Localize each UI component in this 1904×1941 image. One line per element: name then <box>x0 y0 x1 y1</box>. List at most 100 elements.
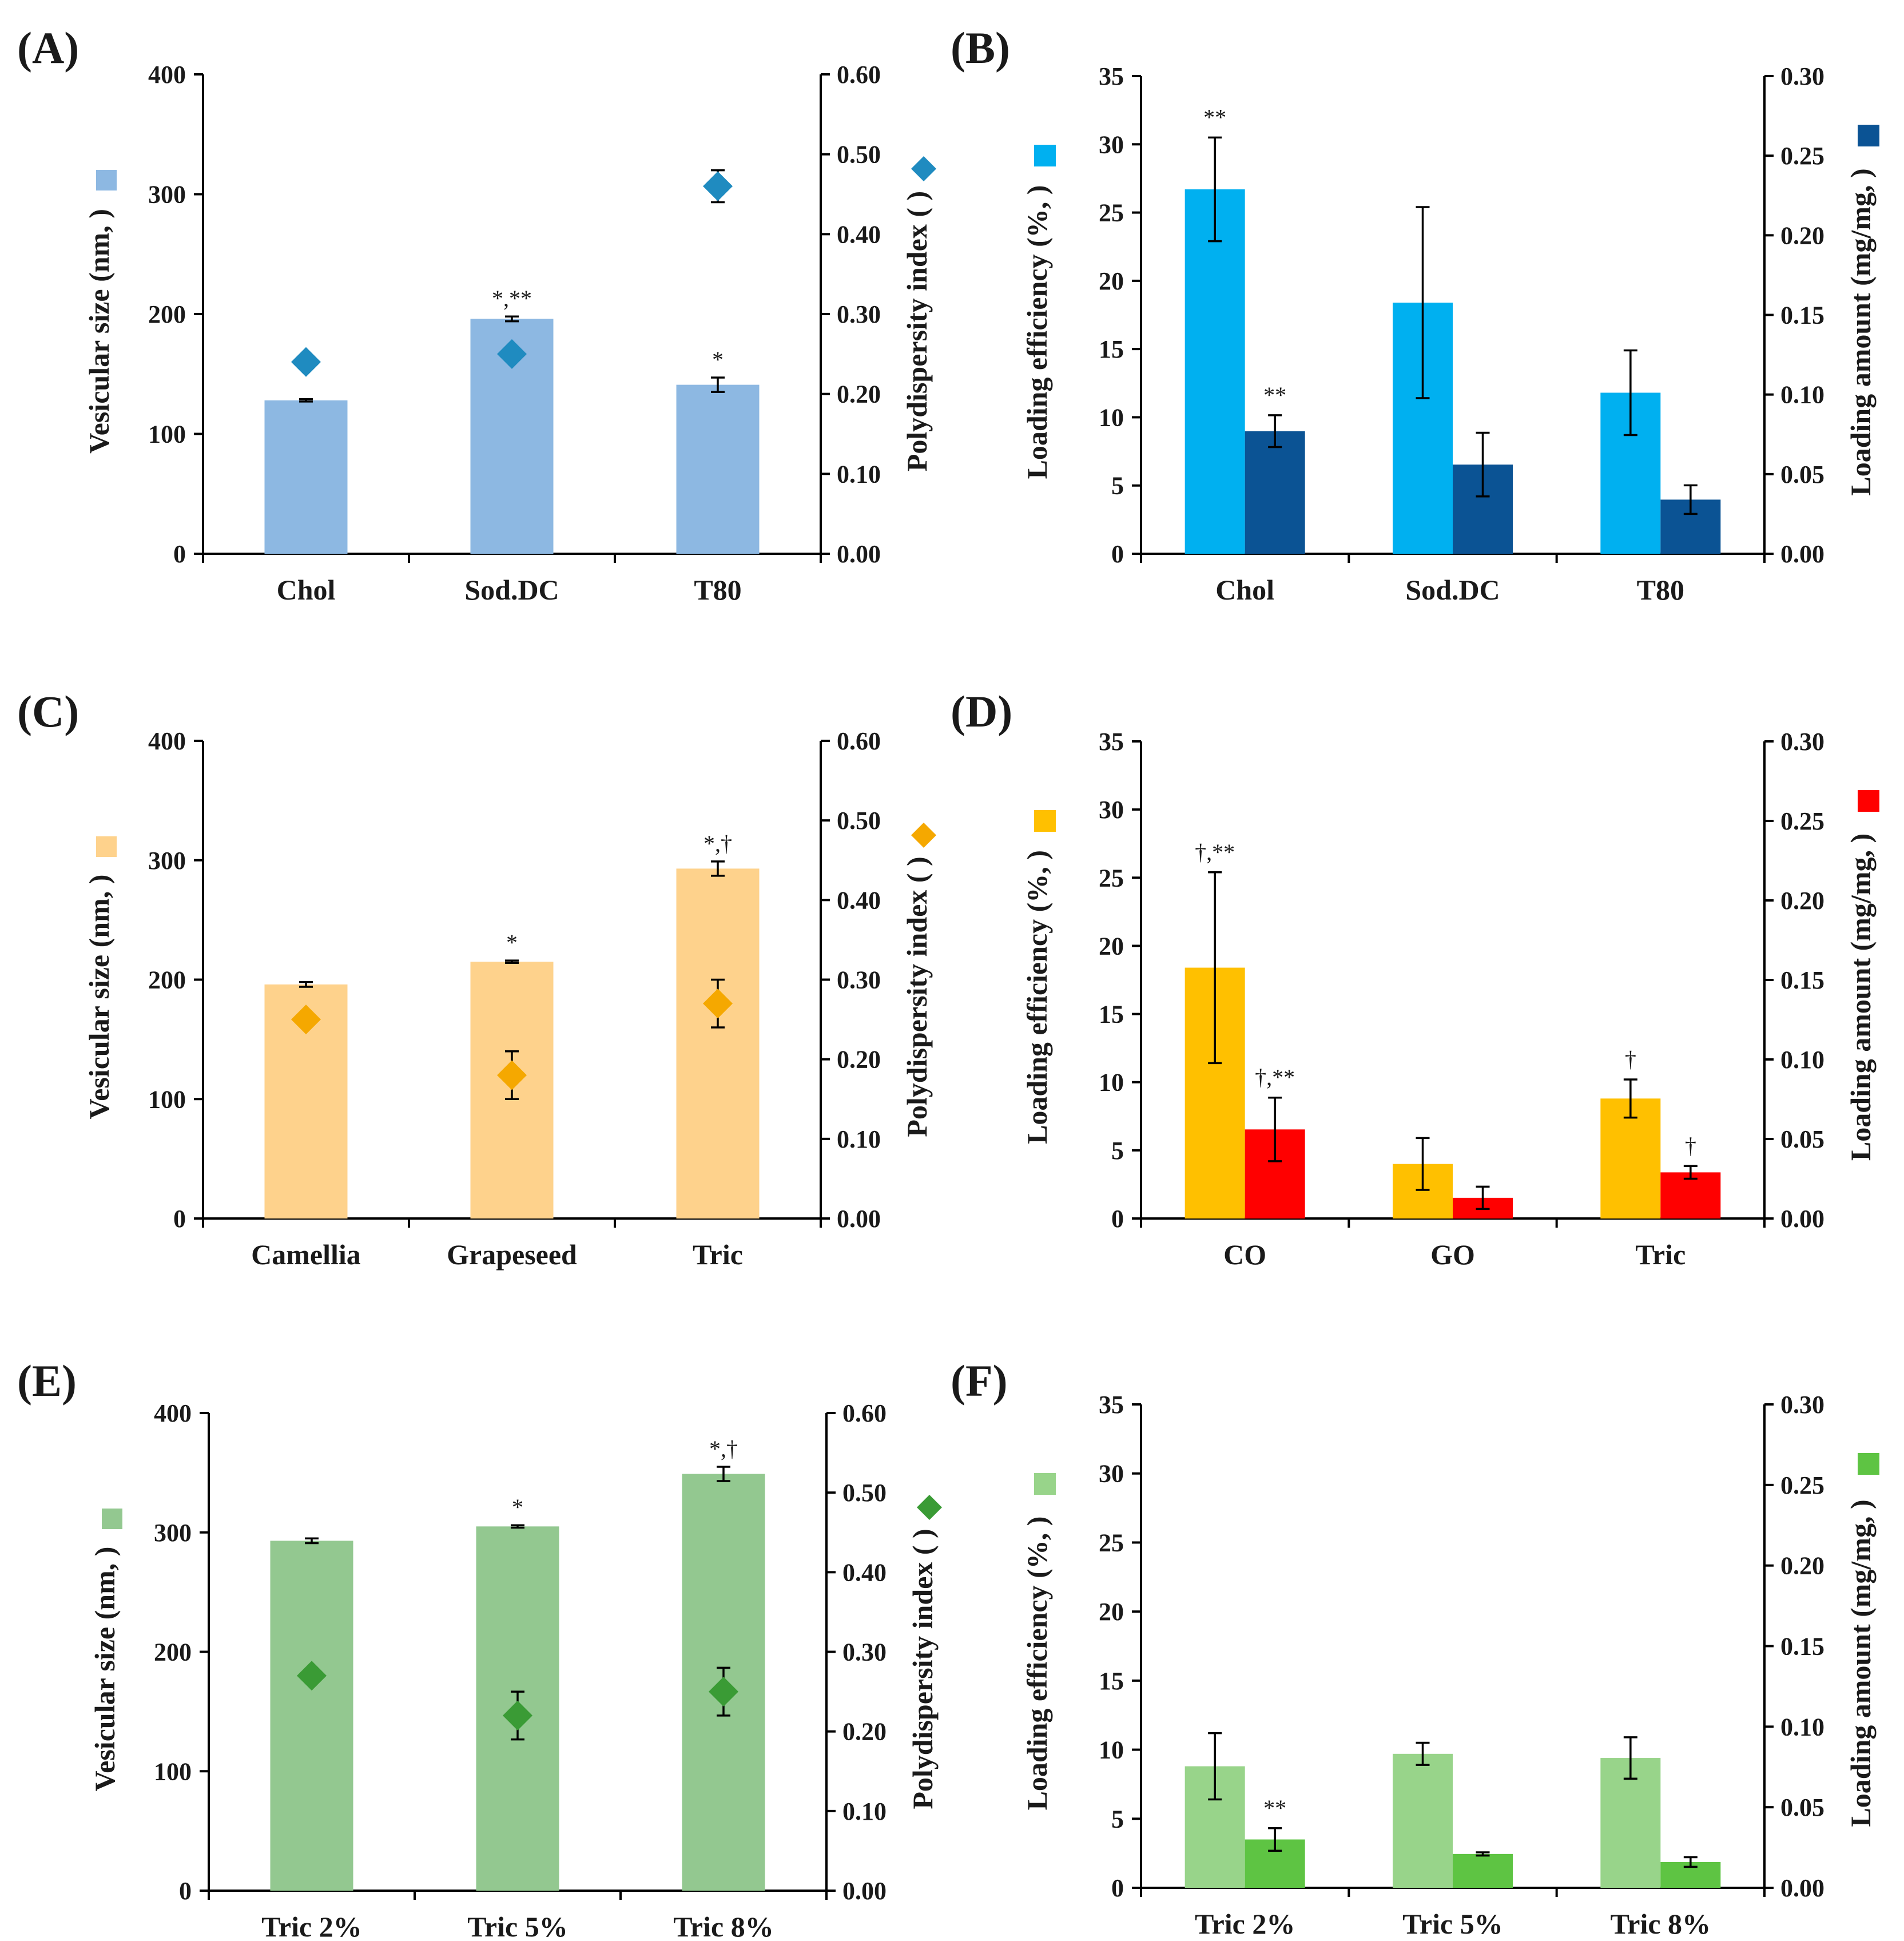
right-tick-label: 0.30 <box>1780 728 1824 756</box>
pdi-diamond <box>497 339 527 369</box>
legend-diamond-marker <box>911 823 936 848</box>
right-tick-label: 0.25 <box>1780 1471 1824 1499</box>
pdi-diamond <box>703 171 733 201</box>
left-axis-title: Loading efficiency (%, ) <box>1021 185 1053 479</box>
significance-label: * <box>712 347 724 372</box>
panel-a: (A) 0 100 200 300 400 0.00 0.10 0.20 0.30 0.40 0.50… <box>17 23 936 606</box>
right-tick-label: 0.10 <box>1780 381 1824 409</box>
left-tick-label: 0 <box>173 1205 186 1233</box>
panel-c: (C) 0 100 200 300 400 0.00 0.10 0.20 0.30 0.40 0.50… <box>17 686 936 1271</box>
left-tick-label: 10 <box>1099 403 1124 431</box>
pdi-diamond <box>503 1700 532 1730</box>
left-tick-label: 400 <box>154 1399 192 1427</box>
right-tick-label: 0.20 <box>1780 887 1824 915</box>
right-tick-label: 0.15 <box>1780 301 1824 330</box>
legend-square-marker <box>1858 1453 1879 1475</box>
right-tick-label: 0.50 <box>837 141 881 169</box>
left-tick-label: 10 <box>1099 1736 1124 1764</box>
significance-label: *,** <box>492 285 532 311</box>
left-tick-label: 300 <box>154 1519 192 1547</box>
significance-label: *,† <box>709 1436 738 1462</box>
right-axis-title: Polydispersity index ( ) <box>907 1529 939 1809</box>
amount-bar <box>1660 1172 1721 1218</box>
right-tick-label: 0.40 <box>837 220 881 248</box>
panel-label: (E) <box>17 1356 77 1406</box>
right-tick-label: 0.05 <box>1780 1125 1824 1153</box>
category-label: Chol <box>1215 574 1274 606</box>
left-axis-title: Vesicular size (nm, ) <box>83 209 115 454</box>
right-axis-title: Polydispersity index ( ) <box>901 856 933 1137</box>
right-tick-label: 0.60 <box>837 61 881 89</box>
left-axis-title: Vesicular size (nm, ) <box>83 875 115 1120</box>
right-tick-label: 0.10 <box>842 1797 887 1825</box>
significance-label: † <box>1685 1133 1696 1158</box>
left-tick-label: 35 <box>1099 1391 1124 1419</box>
panel-label: (B) <box>951 23 1010 73</box>
category-label: Camellia <box>251 1239 361 1271</box>
right-tick-label: 0.20 <box>1780 221 1824 249</box>
right-tick-label: 0.05 <box>1780 1793 1824 1821</box>
right-tick-label: 0.20 <box>1780 1552 1824 1580</box>
left-tick-label: 20 <box>1099 932 1124 960</box>
legend-square-marker <box>1858 125 1879 146</box>
right-axis-title: Loading amount (mg/mg, ) <box>1845 168 1877 495</box>
legend-square-marker <box>96 836 117 857</box>
category-label: Tric <box>1635 1239 1686 1271</box>
left-tick-label: 0 <box>179 1877 192 1905</box>
left-tick-label: 300 <box>148 181 186 209</box>
amount-bar <box>1453 1853 1513 1888</box>
right-tick-label: 0.00 <box>1780 1205 1824 1233</box>
size-bar <box>676 384 760 554</box>
efficiency-bar <box>1393 1753 1453 1888</box>
left-tick-label: 30 <box>1099 796 1124 824</box>
panel-label: (D) <box>951 686 1012 736</box>
left-tick-label: 400 <box>148 727 186 755</box>
significance-label: † <box>1625 1046 1636 1072</box>
pdi-diamond <box>703 989 733 1019</box>
left-tick-label: 0 <box>1111 1874 1124 1902</box>
right-tick-label: 0.50 <box>837 807 881 835</box>
pdi-diamond <box>709 1677 738 1707</box>
legend-diamond-marker <box>911 156 936 181</box>
left-tick-label: 5 <box>1111 472 1124 500</box>
right-tick-label: 0.20 <box>837 1046 881 1074</box>
left-axis-title: Loading efficiency (%, ) <box>1021 850 1053 1144</box>
right-tick-label: 0.05 <box>1780 461 1824 489</box>
left-tick-label: 0 <box>1111 540 1124 568</box>
left-tick-label: 25 <box>1099 1529 1124 1557</box>
size-bar <box>270 1541 353 1891</box>
pdi-diamond <box>297 1661 327 1691</box>
category-label: Tric <box>693 1239 743 1271</box>
left-tick-label: 300 <box>148 847 186 875</box>
significance-label: *,† <box>703 831 732 856</box>
legend-square-marker <box>102 1509 122 1529</box>
right-tick-label: 0.10 <box>837 1125 881 1153</box>
left-tick-label: 200 <box>148 966 186 994</box>
legend-square-marker <box>1034 145 1056 166</box>
right-axis-title: Loading amount (mg/mg, ) <box>1845 1499 1877 1827</box>
right-tick-label: 0.10 <box>1780 1713 1824 1741</box>
right-axis-title: Loading amount (mg/mg, ) <box>1845 833 1877 1161</box>
right-tick-label: 0.30 <box>1780 1391 1824 1419</box>
panel-label: (A) <box>17 23 79 73</box>
significance-label: ** <box>1203 104 1226 130</box>
pdi-diamond <box>291 1005 321 1035</box>
right-tick-label: 0.20 <box>837 380 881 408</box>
category-label: Grapeseed <box>447 1239 577 1271</box>
right-tick-label: 0.00 <box>1780 1874 1824 1902</box>
right-tick-label: 0.40 <box>842 1558 887 1586</box>
right-tick-label: 0.30 <box>1780 62 1824 90</box>
category-label: Tric 2% <box>261 1911 361 1941</box>
right-tick-label: 0.00 <box>837 1205 881 1233</box>
right-tick-label: 0.60 <box>842 1399 887 1427</box>
pdi-diamond <box>497 1060 527 1090</box>
left-tick-label: 100 <box>148 1085 186 1113</box>
right-tick-label: 0.00 <box>837 540 881 568</box>
category-label: Tric 5% <box>467 1911 567 1941</box>
category-label: GO <box>1430 1239 1475 1271</box>
category-label: Sod.DC <box>464 574 559 606</box>
right-axis-title: Polydispersity index ( ) <box>901 191 933 471</box>
left-tick-label: 200 <box>148 300 186 328</box>
panel-b: (B) 0 5 10 15 20 25 30 35 0.00 0.05 0.10 0.15 0.20 0.2… <box>951 23 1879 606</box>
